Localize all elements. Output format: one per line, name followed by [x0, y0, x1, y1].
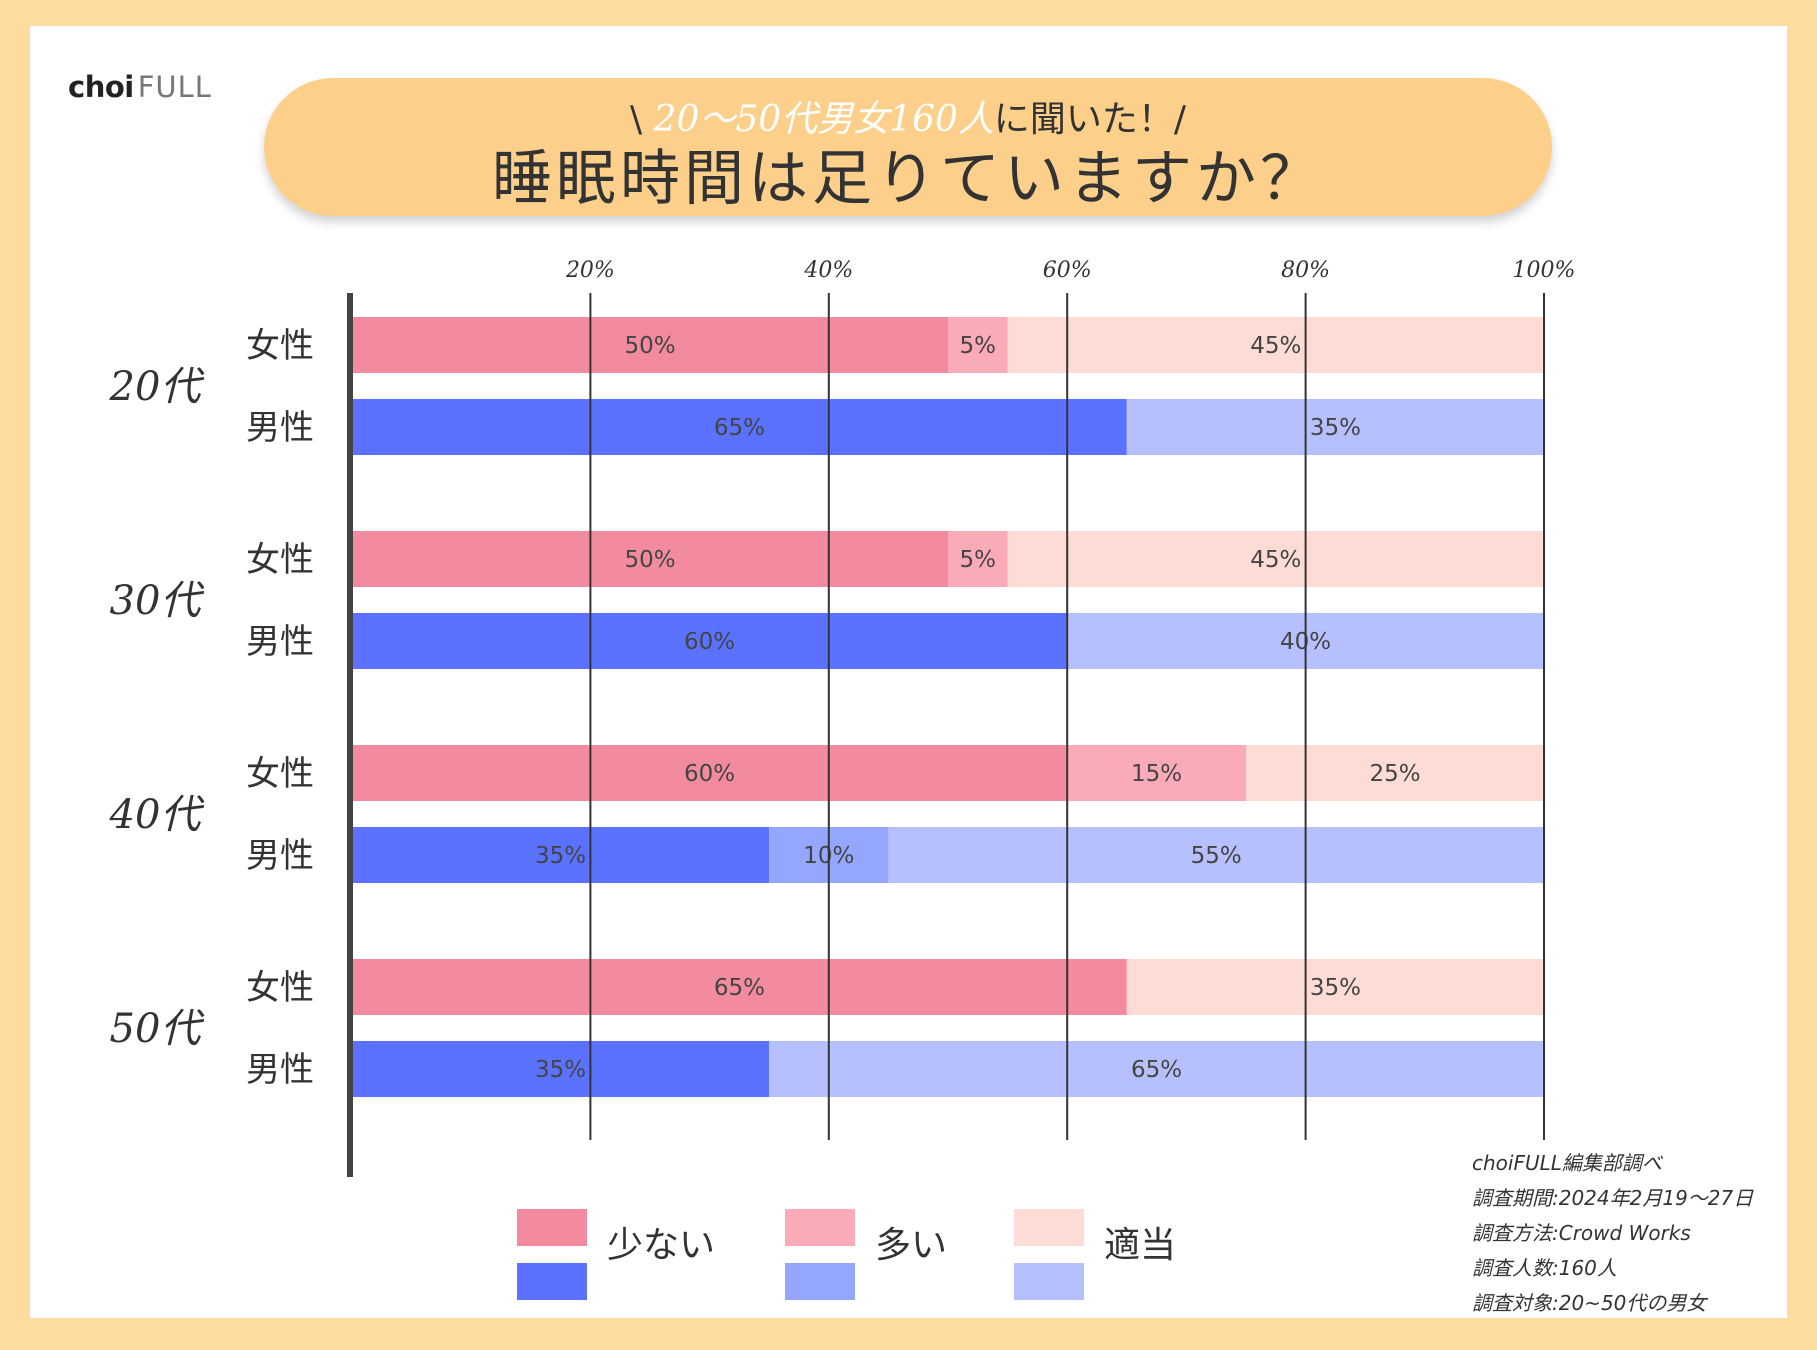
age-label-40代: 40代: [109, 792, 205, 838]
bar-female-30代-seg2: [1007, 531, 1544, 587]
bar-label-male-40代-seg2: 55%: [1191, 843, 1242, 869]
bar-label-female-40代-seg1: 15%: [1131, 761, 1182, 787]
source-line-3: 調査方法:Crowd Works: [1472, 1221, 1691, 1245]
legend-swatch-male-2: [1014, 1263, 1084, 1300]
gender-label-female-50代: 女性: [246, 968, 314, 1008]
bar-label-female-40代-seg2: 25%: [1369, 761, 1420, 787]
bar-female-20代-seg1: [948, 317, 1008, 373]
bar-label-male-40代-seg0: 35%: [535, 843, 586, 869]
age-label-50代: 50代: [110, 1006, 205, 1052]
bar-label-male-30代-seg0: 60%: [684, 629, 735, 655]
legend-label-0: 少ない: [607, 1225, 715, 1266]
bar-male-40代-seg0: [352, 827, 770, 883]
bar-label-female-50代-seg0: 65%: [714, 975, 765, 1001]
bar-label-female-30代-seg0: 50%: [624, 547, 675, 573]
gender-label-male-30代: 男性: [246, 622, 314, 662]
logo-accent: FULL: [137, 70, 212, 104]
bar-male-40代-seg2: [888, 827, 1544, 883]
source-note: choiFULL編集部調べ 調査期間:2024年2月19〜27日 調査方法:Cr…: [1472, 1146, 1753, 1321]
tick-label-100: 100%: [1513, 258, 1576, 283]
source-line-1: choiFULL編集部調べ: [1472, 1151, 1662, 1175]
bar-female-40代-seg0: [352, 745, 1068, 801]
age-label-30代: 30代: [110, 578, 205, 624]
legend-swatch-male-1: [785, 1263, 855, 1300]
tick-label-20: 20%: [565, 258, 615, 283]
bar-label-female-20代-seg2: 45%: [1250, 333, 1301, 359]
bar-male-30代-seg0: [352, 613, 1068, 669]
card: [30, 26, 1787, 1318]
bar-male-20代-seg0: [352, 399, 1127, 455]
subtitle-prefix: \: [629, 99, 643, 140]
gender-label-male-20代: 男性: [246, 408, 314, 448]
bar-label-male-50代-seg2: 65%: [1131, 1057, 1182, 1083]
source-line-4: 調査人数:160人: [1472, 1256, 1617, 1280]
bar-label-male-20代-seg0: 65%: [714, 415, 765, 441]
bar-male-50代-seg0: [352, 1041, 770, 1097]
bar-label-female-40代-seg0: 60%: [684, 761, 735, 787]
gender-label-female-40代: 女性: [246, 754, 314, 794]
bar-female-50代-seg2: [1126, 959, 1544, 1015]
bar-female-20代-seg2: [1007, 317, 1544, 373]
bar-female-50代-seg0: [352, 959, 1127, 1015]
legend-swatch-female-1: [785, 1209, 855, 1246]
source-line-2: 調査期間:2024年2月19〜27日: [1472, 1186, 1754, 1210]
bar-female-40代-seg2: [1246, 745, 1544, 801]
source-line-5: 調査対象:20~50代の男女: [1472, 1291, 1707, 1315]
subtitle-suffix: に聞いた！/: [993, 99, 1187, 140]
bar-male-20代-seg2: [1126, 399, 1544, 455]
bar-label-female-50代-seg2: 35%: [1310, 975, 1361, 1001]
y-axis-line: [347, 293, 353, 1177]
gender-label-female-30代: 女性: [246, 540, 314, 580]
gender-label-female-20代: 女性: [246, 326, 314, 366]
bar-female-30代-seg1: [948, 531, 1008, 587]
age-label-20代: 20代: [109, 364, 205, 410]
logo: choi FULL: [68, 70, 212, 104]
legend-label-1: 多い: [875, 1225, 947, 1266]
bar-label-female-30代-seg2: 45%: [1250, 547, 1301, 573]
bar-label-male-20代-seg2: 35%: [1310, 415, 1361, 441]
bar-female-40代-seg1: [1067, 745, 1246, 801]
tick-label-40: 40%: [803, 258, 853, 283]
legend-label-2: 適当: [1104, 1225, 1176, 1266]
bar-female-30代-seg0: [352, 531, 948, 587]
tick-label-80: 80%: [1281, 258, 1330, 283]
legend-swatch-male-0: [517, 1263, 587, 1300]
page-title: 睡眠時間は足りていますか？: [492, 144, 1324, 214]
gender-label-male-50代: 男性: [246, 1050, 314, 1090]
subtitle: \ 20〜50代男女160人に聞いた！/: [264, 90, 1552, 142]
bar-label-female-20代-seg1: 5%: [960, 333, 997, 359]
bar-label-male-50代-seg0: 35%: [535, 1057, 586, 1083]
legend-swatch-female-0: [517, 1209, 587, 1246]
subtitle-accent: 20〜50代男女160人: [653, 99, 994, 140]
bar-female-20代-seg0: [352, 317, 948, 373]
legend-swatch-female-2: [1014, 1209, 1084, 1246]
bar-label-female-20代-seg0: 50%: [624, 333, 675, 359]
bar-label-female-30代-seg1: 5%: [960, 547, 997, 573]
tick-label-60: 60%: [1043, 258, 1092, 283]
logo-main: choi: [68, 70, 134, 104]
title-banner: \ 20〜50代男女160人に聞いた！/ 睡眠時間は足りていますか？: [264, 78, 1552, 216]
bar-male-50代-seg2: [769, 1041, 1544, 1097]
gender-label-male-40代: 男性: [246, 836, 314, 876]
